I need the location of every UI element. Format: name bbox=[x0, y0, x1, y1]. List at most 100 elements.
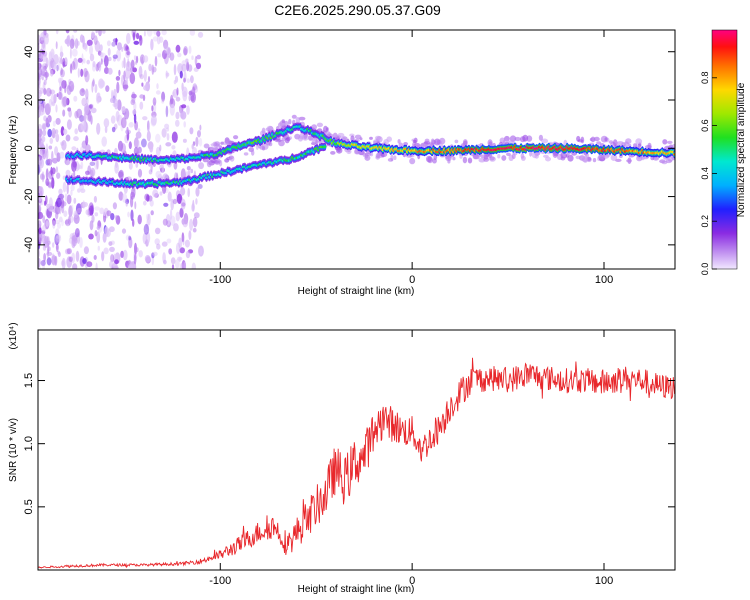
halo-speck bbox=[541, 138, 549, 144]
spectrogram-panel: -100 0 100 -40 -20 0 20 40 Height of straight … bbox=[8, 29, 676, 297]
noise-speck bbox=[41, 38, 46, 49]
noise-speck bbox=[89, 161, 96, 166]
noise-speck bbox=[101, 251, 105, 262]
noise-speck bbox=[183, 261, 187, 269]
noise-speck bbox=[95, 92, 101, 104]
noise-speck bbox=[93, 195, 97, 203]
x-tick-label: 0 bbox=[409, 575, 415, 587]
noise-speck bbox=[128, 263, 133, 269]
halo-speck bbox=[397, 139, 401, 144]
noise-speck bbox=[150, 115, 157, 126]
noise-speck bbox=[55, 41, 58, 50]
noise-speck bbox=[154, 238, 160, 246]
noise-speck bbox=[69, 47, 72, 59]
noise-speck bbox=[112, 54, 118, 59]
noise-speck bbox=[45, 57, 49, 68]
noise-speck bbox=[55, 104, 58, 113]
halo-speck bbox=[298, 116, 306, 121]
noise-speck bbox=[38, 186, 44, 198]
noise-speck bbox=[118, 191, 124, 201]
noise-speck bbox=[137, 128, 141, 133]
noise-speck bbox=[121, 117, 127, 129]
noise-speck bbox=[150, 38, 154, 51]
noise-speck bbox=[39, 233, 45, 239]
noise-speck bbox=[179, 263, 184, 269]
noise-speck bbox=[147, 120, 150, 132]
noise-speck bbox=[86, 39, 93, 46]
noise-speck bbox=[42, 260, 45, 269]
noise-speck bbox=[190, 75, 194, 84]
noise-speck bbox=[174, 75, 179, 83]
noise-speck bbox=[88, 104, 92, 111]
noise-speck bbox=[99, 207, 105, 215]
noise-speck bbox=[73, 136, 79, 142]
halo-speck bbox=[266, 125, 273, 131]
noise-speck bbox=[48, 98, 52, 108]
noise-speck bbox=[126, 46, 130, 56]
noise-speck bbox=[85, 209, 90, 216]
halo-speck bbox=[473, 155, 480, 160]
noise-speck bbox=[68, 205, 73, 218]
halo-speck bbox=[206, 160, 212, 168]
halo-speck bbox=[497, 153, 501, 159]
noise-speck bbox=[155, 146, 161, 157]
noise-speck bbox=[43, 241, 49, 248]
noise-speck bbox=[180, 111, 187, 120]
noise-speck bbox=[47, 128, 52, 138]
y-tick-label: -20 bbox=[23, 189, 35, 205]
noise-speck bbox=[186, 166, 191, 171]
noise-speck bbox=[197, 130, 201, 138]
noise-speck bbox=[64, 218, 71, 227]
noise-speck bbox=[73, 210, 78, 219]
noise-speck bbox=[54, 205, 61, 215]
snr-plot-area bbox=[38, 330, 675, 570]
halo-speck bbox=[262, 142, 269, 150]
noise-speck bbox=[109, 260, 114, 269]
noise-speck bbox=[39, 128, 43, 137]
noise-speck bbox=[165, 105, 169, 118]
noise-speck bbox=[127, 58, 130, 68]
noise-speck bbox=[115, 110, 120, 122]
halo-speck bbox=[412, 139, 417, 143]
noise-speck bbox=[61, 204, 65, 214]
noise-speck bbox=[190, 168, 194, 174]
noise-speck bbox=[199, 124, 202, 131]
noise-speck bbox=[82, 258, 87, 264]
colorbar-tick-label: 0.2 bbox=[700, 215, 710, 228]
noise-speck bbox=[189, 218, 194, 231]
halo-speck bbox=[582, 155, 589, 163]
noise-speck bbox=[86, 261, 93, 268]
halo-speck bbox=[604, 137, 608, 142]
noise-speck bbox=[161, 91, 166, 102]
halo-speck bbox=[545, 156, 551, 162]
noise-speck bbox=[41, 198, 44, 206]
noise-speck bbox=[186, 105, 190, 115]
noise-speck bbox=[161, 128, 167, 138]
noise-speck bbox=[107, 67, 113, 75]
noise-speck bbox=[152, 251, 158, 257]
noise-speck bbox=[117, 140, 124, 152]
x-tick-label: -100 bbox=[209, 274, 231, 286]
noise-speck bbox=[188, 230, 192, 241]
spectrogram-x-axis: -100 0 100 bbox=[209, 30, 613, 286]
halo-speck bbox=[593, 136, 600, 142]
noise-speck bbox=[60, 260, 65, 267]
noise-speck bbox=[121, 106, 126, 114]
noise-speck bbox=[62, 57, 66, 68]
noise-speck bbox=[180, 198, 186, 210]
noise-speck bbox=[42, 30, 46, 39]
noise-speck bbox=[48, 145, 53, 150]
noise-speck bbox=[188, 90, 193, 96]
halo-speck bbox=[210, 143, 216, 147]
noise-speck bbox=[143, 55, 149, 63]
noise-speck bbox=[179, 247, 185, 254]
noise-speck bbox=[121, 228, 127, 234]
halo-speck bbox=[596, 141, 602, 145]
snr-series bbox=[38, 357, 675, 569]
noise-speck bbox=[156, 34, 161, 45]
noise-speck bbox=[125, 201, 128, 207]
noise-speck bbox=[83, 111, 87, 124]
noise-speck bbox=[63, 128, 68, 135]
noise-speck bbox=[188, 45, 192, 54]
noise-speck bbox=[93, 35, 98, 46]
